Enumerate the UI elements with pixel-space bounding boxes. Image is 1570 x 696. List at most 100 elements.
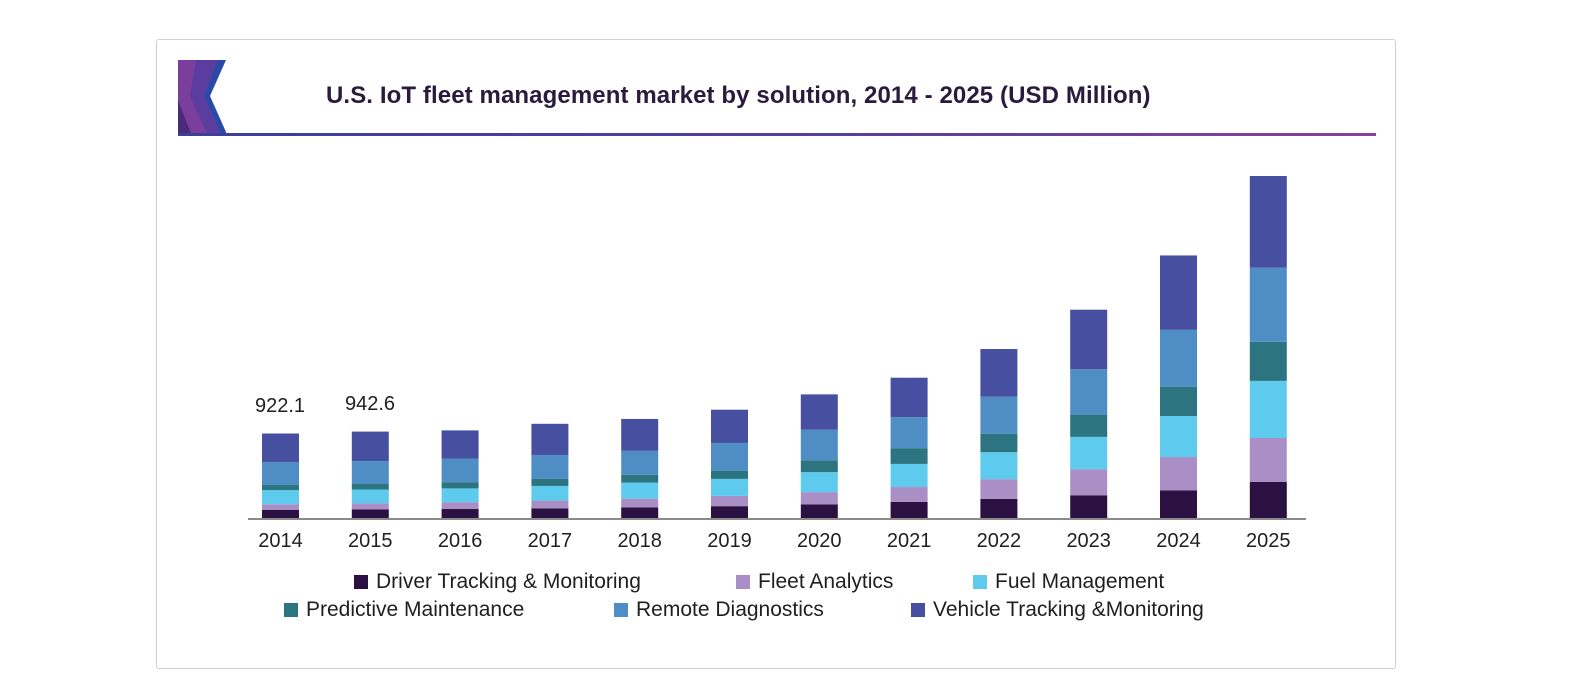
legend-swatch xyxy=(614,603,628,617)
bar-segment xyxy=(890,448,928,464)
bar-segment xyxy=(980,433,1018,453)
bar-segment xyxy=(531,478,569,486)
bar-segment xyxy=(800,472,838,493)
bar-segment xyxy=(1070,309,1108,370)
bar-segment xyxy=(1160,255,1197,330)
legend-label: Driver Tracking & Monitoring xyxy=(376,570,641,593)
bar-segment xyxy=(621,498,659,508)
bar-segment xyxy=(621,450,659,475)
bar-segment xyxy=(531,423,569,455)
bar-segment xyxy=(1249,481,1287,518)
x-tick-label: 2017 xyxy=(528,530,573,552)
x-tick-label: 2014 xyxy=(258,530,303,552)
bar-segment xyxy=(980,396,1018,434)
bar-segment xyxy=(531,454,569,479)
bar-segment xyxy=(890,463,928,488)
chart-title: U.S. IoT fleet management market by solu… xyxy=(326,82,1151,109)
bar-segment xyxy=(890,487,928,502)
bar-segment xyxy=(1160,329,1197,387)
legend-item: Remote Diagnostics xyxy=(614,598,824,622)
bar-segment xyxy=(441,488,479,503)
bar-segment xyxy=(980,498,1018,518)
bar-segment xyxy=(441,458,479,483)
bar-segment xyxy=(1249,341,1287,381)
bar-segment xyxy=(1160,416,1197,458)
legend-label: Predictive Maintenance xyxy=(306,598,525,621)
data-label: 942.6 xyxy=(345,393,395,415)
bar-segment xyxy=(800,429,838,461)
legend-item: Fuel Management xyxy=(973,570,1164,594)
bar-segment xyxy=(1160,490,1197,518)
bar-segment xyxy=(711,495,748,507)
bar-segment xyxy=(351,484,389,490)
bar-segment xyxy=(1070,495,1108,518)
bar-segment xyxy=(531,508,569,518)
bar-segment xyxy=(800,492,838,505)
legend-item: Vehicle Tracking &Monitoring xyxy=(911,598,1204,622)
bar-segment xyxy=(531,485,569,501)
legend-item: Predictive Maintenance xyxy=(284,598,524,622)
bar-segment xyxy=(262,433,299,463)
bar-segment xyxy=(1070,414,1108,437)
bar-segment xyxy=(262,462,299,486)
legend-label: Remote Diagnostics xyxy=(636,598,824,621)
bar-segment xyxy=(351,503,389,510)
bar-segment xyxy=(711,506,748,518)
legend-swatch xyxy=(284,603,298,617)
bar-segment xyxy=(441,482,479,489)
x-tick-label: 2021 xyxy=(887,530,932,552)
bar-segment xyxy=(980,349,1018,397)
bar-segment xyxy=(262,490,299,505)
data-label: 922.1 xyxy=(255,395,305,417)
bar-segment xyxy=(262,509,299,518)
bar-segment xyxy=(621,507,659,518)
bar-segment xyxy=(1160,386,1197,417)
bar-segment xyxy=(1249,176,1287,268)
title-rule xyxy=(178,133,1376,136)
bar-segment xyxy=(711,409,748,443)
x-tick-label: 2024 xyxy=(1156,530,1201,552)
legend-swatch xyxy=(736,575,750,589)
legend-swatch xyxy=(973,575,987,589)
x-tick-label: 2023 xyxy=(1066,530,1111,552)
x-tick-label: 2020 xyxy=(797,530,842,552)
bar-segment xyxy=(1070,369,1108,415)
legend-label: Vehicle Tracking &Monitoring xyxy=(933,598,1204,621)
bar-segment xyxy=(711,470,748,479)
bar-segment xyxy=(890,501,928,518)
x-tick-label: 2019 xyxy=(707,530,752,552)
bar-segment xyxy=(800,460,838,473)
bar-segment xyxy=(1249,437,1287,482)
bar-segment xyxy=(1160,457,1197,491)
bar-segment xyxy=(441,502,479,510)
bar-segment xyxy=(441,430,479,459)
bar-segment xyxy=(800,504,838,518)
bar-segment xyxy=(800,394,838,430)
legend-swatch xyxy=(354,575,368,589)
legend-label: Fleet Analytics xyxy=(758,570,894,593)
bar-segment xyxy=(890,417,928,449)
x-tick-label: 2015 xyxy=(348,530,393,552)
bar-segment xyxy=(621,418,659,451)
bar-segment xyxy=(351,489,389,504)
brand-logo-icon xyxy=(178,60,226,136)
legend-item: Fleet Analytics xyxy=(736,570,893,594)
bar-segment xyxy=(351,431,389,462)
bar-segment xyxy=(1249,267,1287,342)
bar-segment xyxy=(531,500,569,509)
bar-segment xyxy=(1249,380,1287,438)
bar-segment xyxy=(621,474,659,483)
legend-label: Fuel Management xyxy=(995,570,1165,593)
bar-segment xyxy=(621,482,659,499)
bar-segment xyxy=(441,509,479,518)
bar-segment xyxy=(351,461,389,485)
legend-swatch xyxy=(911,603,925,617)
bar-segment xyxy=(1070,469,1108,496)
bar-segment xyxy=(980,479,1018,499)
x-tick-label: 2016 xyxy=(438,530,483,552)
x-tick-label: 2025 xyxy=(1246,530,1291,552)
bar-segment xyxy=(711,442,748,471)
bar-segment xyxy=(1070,436,1108,470)
x-tick-label: 2022 xyxy=(977,530,1022,552)
